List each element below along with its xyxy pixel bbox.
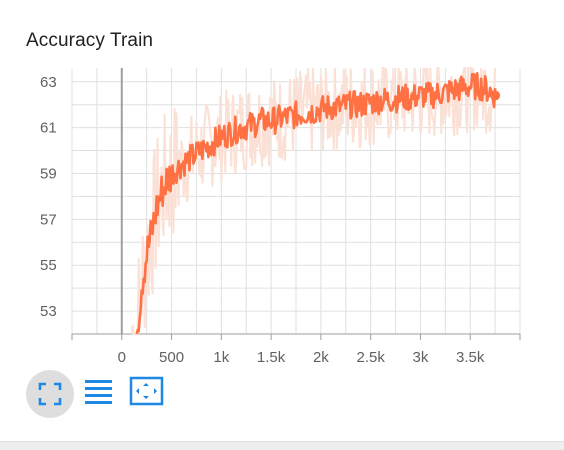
x-tick-label: 0	[118, 349, 126, 366]
raw-series-line	[130, 67, 497, 337]
x-tick-label: 500	[159, 349, 184, 366]
toggle-log-button[interactable]	[74, 370, 122, 418]
x-tick-label: 3k	[413, 349, 429, 366]
last-point-marker	[490, 90, 501, 101]
fit-button[interactable]	[26, 370, 74, 418]
chart-title: Accuracy Train	[26, 30, 154, 51]
x-tick-label: 1k	[213, 349, 229, 366]
y-axis-ticks: 53 55 57 59 61 63	[40, 74, 57, 320]
x-tick-label: 1.5k	[257, 349, 286, 366]
y-tick-label: 55	[40, 257, 57, 274]
chart-toolbar	[26, 370, 176, 420]
chart-series	[130, 67, 501, 337]
x-tick-label: 3.5k	[456, 349, 485, 366]
fit-domain-button[interactable]	[122, 370, 170, 418]
fit-domain-icon	[129, 376, 164, 406]
y-tick-label: 57	[40, 211, 57, 228]
y-tick-label: 59	[40, 165, 57, 182]
y-tick-label: 63	[40, 74, 57, 91]
smoothed-series-line	[135, 71, 497, 335]
x-tick-label: 2.5k	[356, 349, 385, 366]
x-axis-ticks: 0 500 1k 1.5k 2k 2.5k 3k 3.5k	[118, 349, 485, 366]
x-tick-label: 2k	[313, 349, 329, 366]
y-tick-label: 53	[40, 303, 57, 320]
fullscreen-icon	[38, 382, 62, 406]
line-chart: 53 55 57 59 61 63 0 500 1k 1.5k 2k 2.5k 3k 3.5k	[40, 67, 521, 366]
y-tick-label: 61	[40, 120, 57, 137]
list-icon	[85, 380, 112, 404]
card-footer-divider	[0, 441, 564, 450]
